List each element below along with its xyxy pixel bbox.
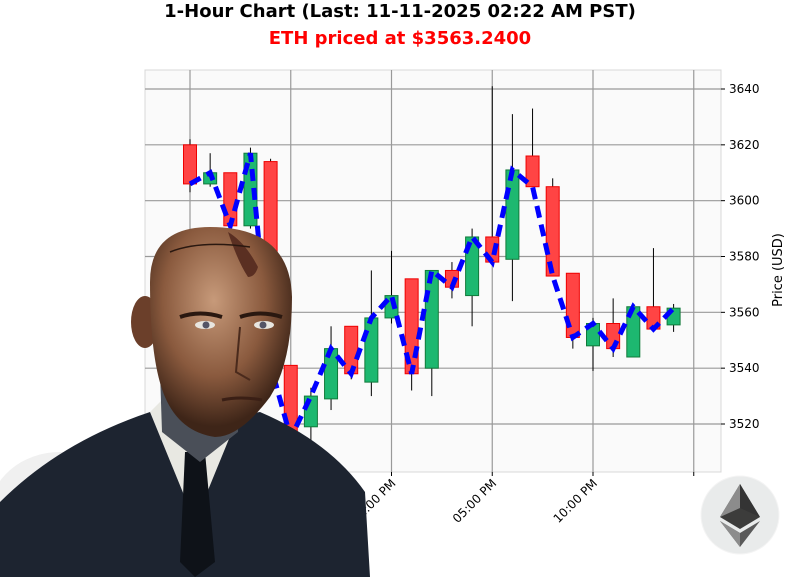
candle-down [183,144,197,185]
y-axis-label: Price (USD) [771,233,786,307]
candle-down [525,155,540,188]
candle-up [505,169,520,260]
x-tick-label: 10:00 PM [551,476,600,525]
x-tick-label: 05:00 PM [450,476,499,525]
chart-title: 1-Hour Chart (Last: 11-11-2025 02:22 AM … [164,1,636,22]
candle-up [424,269,439,369]
y-tick-label: 3520 [729,417,760,431]
price-subtitle: ETH priced at $3563.2400 [268,28,532,49]
y-tick-label: 3580 [729,250,760,264]
ethereum-logo-icon [700,475,780,555]
y-tick-label: 3600 [729,194,760,208]
y-tick-label: 3560 [729,305,760,319]
y-tick-label: 3620 [729,138,760,152]
robot-man-portrait [0,227,370,577]
y-tick-label: 3640 [729,82,760,96]
y-tick-label: 3540 [729,361,760,375]
